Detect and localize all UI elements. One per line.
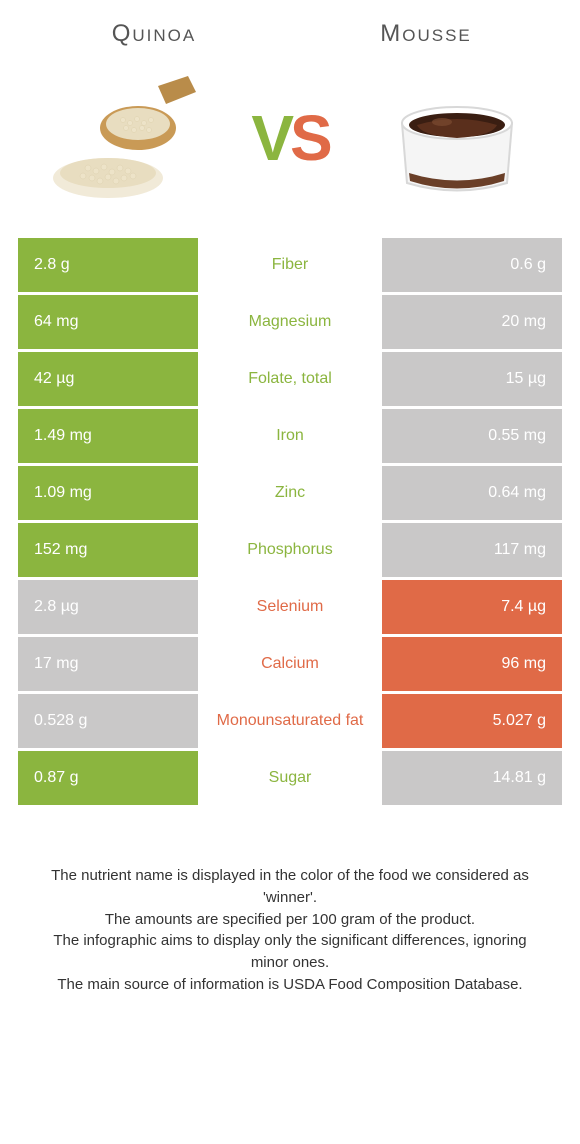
footer-line: The nutrient name is displayed in the co… bbox=[48, 865, 532, 909]
right-value: 117 mg bbox=[382, 523, 562, 577]
header: Quinoa Mousse bbox=[18, 20, 562, 48]
nutrient-row: 1.49 mgIron0.55 mg bbox=[18, 409, 562, 463]
nutrient-name: Zinc bbox=[198, 466, 382, 520]
right-value: 0.64 mg bbox=[382, 466, 562, 520]
footer-line: The amounts are specified per 100 gram o… bbox=[48, 909, 532, 931]
nutrient-row: 1.09 mgZinc0.64 mg bbox=[18, 466, 562, 520]
footer-notes: The nutrient name is displayed in the co… bbox=[18, 865, 562, 996]
nutrient-name: Sugar bbox=[198, 751, 382, 805]
left-value: 17 mg bbox=[18, 637, 198, 691]
left-food-title: Quinoa bbox=[18, 20, 290, 48]
left-value: 0.528 g bbox=[18, 694, 198, 748]
mousse-image bbox=[372, 68, 542, 208]
nutrient-name: Folate, total bbox=[198, 352, 382, 406]
right-value: 0.55 mg bbox=[382, 409, 562, 463]
left-value: 42 µg bbox=[18, 352, 198, 406]
nutrient-name: Monounsaturated fat bbox=[198, 694, 382, 748]
left-value: 1.09 mg bbox=[18, 466, 198, 520]
left-value: 152 mg bbox=[18, 523, 198, 577]
right-value: 96 mg bbox=[382, 637, 562, 691]
vs-v: V bbox=[251, 102, 290, 174]
right-value: 0.6 g bbox=[382, 238, 562, 292]
left-value: 0.87 g bbox=[18, 751, 198, 805]
nutrient-name: Fiber bbox=[198, 238, 382, 292]
left-value: 2.8 g bbox=[18, 238, 198, 292]
left-value: 1.49 mg bbox=[18, 409, 198, 463]
vs-label: VS bbox=[251, 101, 328, 175]
vs-s: S bbox=[290, 102, 329, 174]
footer-line: The infographic aims to display only the… bbox=[48, 930, 532, 974]
left-value: 2.8 µg bbox=[18, 580, 198, 634]
right-value: 14.81 g bbox=[382, 751, 562, 805]
footer-line: The main source of information is USDA F… bbox=[48, 974, 532, 996]
nutrient-table: 2.8 gFiber0.6 g64 mgMagnesium20 mg42 µgF… bbox=[18, 238, 562, 805]
nutrient-name: Magnesium bbox=[198, 295, 382, 349]
nutrient-name: Selenium bbox=[198, 580, 382, 634]
right-value: 5.027 g bbox=[382, 694, 562, 748]
quinoa-image bbox=[38, 68, 208, 208]
nutrient-row: 2.8 µgSelenium7.4 µg bbox=[18, 580, 562, 634]
nutrient-row: 42 µgFolate, total15 µg bbox=[18, 352, 562, 406]
hero-row: VS bbox=[18, 68, 562, 238]
right-value: 7.4 µg bbox=[382, 580, 562, 634]
nutrient-row: 0.87 gSugar14.81 g bbox=[18, 751, 562, 805]
right-value: 15 µg bbox=[382, 352, 562, 406]
nutrient-row: 2.8 gFiber0.6 g bbox=[18, 238, 562, 292]
nutrient-row: 17 mgCalcium96 mg bbox=[18, 637, 562, 691]
nutrient-row: 64 mgMagnesium20 mg bbox=[18, 295, 562, 349]
nutrient-name: Calcium bbox=[198, 637, 382, 691]
right-value: 20 mg bbox=[382, 295, 562, 349]
nutrient-name: Iron bbox=[198, 409, 382, 463]
left-value: 64 mg bbox=[18, 295, 198, 349]
nutrient-row: 152 mgPhosphorus117 mg bbox=[18, 523, 562, 577]
nutrient-name: Phosphorus bbox=[198, 523, 382, 577]
right-food-title: Mousse bbox=[290, 20, 562, 48]
nutrient-row: 0.528 gMonounsaturated fat5.027 g bbox=[18, 694, 562, 748]
